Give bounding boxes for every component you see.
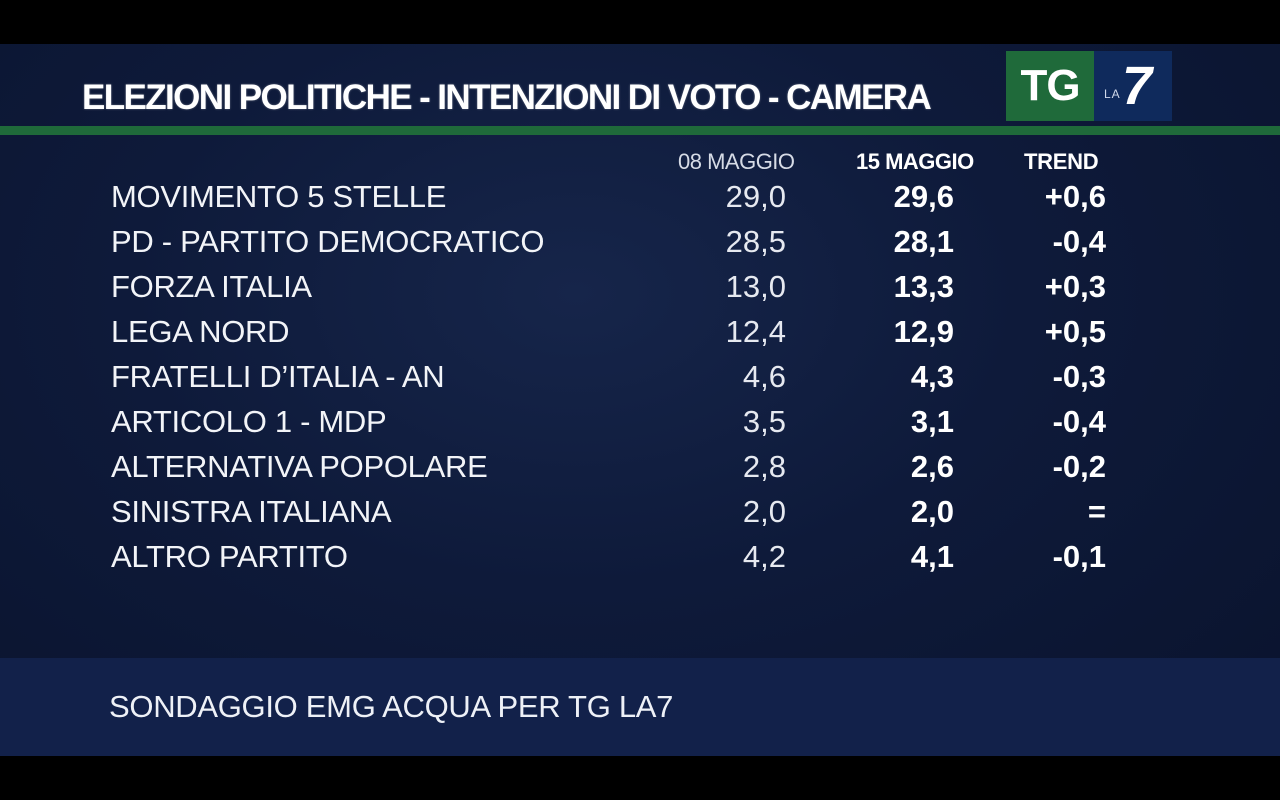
party-name: ALTERNATIVA POPOLARE <box>111 449 488 484</box>
previous-value: 3,5 <box>742 404 786 439</box>
previous-value: 13,0 <box>725 269 786 304</box>
current-value: 12,9 <box>893 314 954 349</box>
party-name: SINISTRA ITALIANA <box>111 494 392 529</box>
previous-value: 29,0 <box>725 179 786 214</box>
graphic-panel <box>0 44 1280 756</box>
party-name: ALTRO PARTITO <box>111 539 348 574</box>
title-divider <box>0 126 1280 135</box>
column-header-current: 15 MAGGIO <box>856 149 974 174</box>
party-name: FRATELLI D’ITALIA - AN <box>111 359 445 394</box>
current-value: 28,1 <box>893 224 954 259</box>
trend-value: -0,4 <box>1052 224 1106 259</box>
current-value: 29,6 <box>893 179 954 214</box>
party-name: LEGA NORD <box>111 314 290 349</box>
current-value: 2,6 <box>910 449 954 484</box>
previous-value: 12,4 <box>725 314 786 349</box>
trend-value: = <box>1087 494 1106 529</box>
table-row: ALTRO PARTITO 4,2 4,1 -0,1 <box>0 535 1280 580</box>
trend-value: +0,3 <box>1044 269 1106 304</box>
trend-value: +0,5 <box>1044 314 1106 349</box>
table-row: SINISTRA ITALIANA 2,0 2,0 = <box>0 490 1280 535</box>
logo-la-text: LA <box>1104 87 1121 101</box>
table-row: MOVIMENTO 5 STELLE 29,0 29,6 +0,6 <box>0 175 1280 220</box>
column-header-trend: TREND <box>1024 149 1099 174</box>
poll-table: MOVIMENTO 5 STELLE 29,0 29,6 +0,6 PD - P… <box>0 175 1280 580</box>
table-row: FORZA ITALIA 13,0 13,3 +0,3 <box>0 265 1280 310</box>
page-title: ELEZIONI POLITICHE - INTENZIONI DI VOTO … <box>82 78 932 117</box>
current-value: 3,1 <box>910 404 954 439</box>
tg-la7-logo: TG LA 7 <box>1006 51 1172 121</box>
source-caption: SONDAGGIO EMG ACQUA PER TG LA7 <box>109 689 674 724</box>
table-row: LEGA NORD 12,4 12,9 +0,5 <box>0 310 1280 355</box>
current-value: 4,1 <box>910 539 954 574</box>
previous-value: 28,5 <box>725 224 786 259</box>
party-name: FORZA ITALIA <box>111 269 312 304</box>
footer-band <box>0 658 1280 756</box>
current-value: 2,0 <box>910 494 954 529</box>
logo-tg-block: TG <box>1006 51 1094 121</box>
previous-value: 4,2 <box>742 539 786 574</box>
trend-value: -0,1 <box>1052 539 1106 574</box>
logo-la7-block: LA 7 <box>1094 51 1172 121</box>
trend-value: -0,2 <box>1052 449 1106 484</box>
current-value: 13,3 <box>893 269 954 304</box>
table-row: ALTERNATIVA POPOLARE 2,8 2,6 -0,2 <box>0 445 1280 490</box>
logo-seven-text: 7 <box>1122 56 1153 116</box>
party-name: ARTICOLO 1 - MDP <box>111 404 387 439</box>
previous-value: 2,0 <box>742 494 786 529</box>
trend-value: -0,3 <box>1052 359 1106 394</box>
table-row: ARTICOLO 1 - MDP 3,5 3,1 -0,4 <box>0 400 1280 445</box>
party-name: PD - PARTITO DEMOCRATICO <box>111 224 545 259</box>
table-row: FRATELLI D’ITALIA - AN 4,6 4,3 -0,3 <box>0 355 1280 400</box>
current-value: 4,3 <box>910 359 954 394</box>
previous-value: 2,8 <box>742 449 786 484</box>
party-name: MOVIMENTO 5 STELLE <box>111 179 447 214</box>
trend-value: -0,4 <box>1052 404 1106 439</box>
previous-value: 4,6 <box>742 359 786 394</box>
table-row: PD - PARTITO DEMOCRATICO 28,5 28,1 -0,4 <box>0 220 1280 265</box>
trend-value: +0,6 <box>1044 179 1106 214</box>
column-header-previous: 08 MAGGIO <box>678 149 795 174</box>
